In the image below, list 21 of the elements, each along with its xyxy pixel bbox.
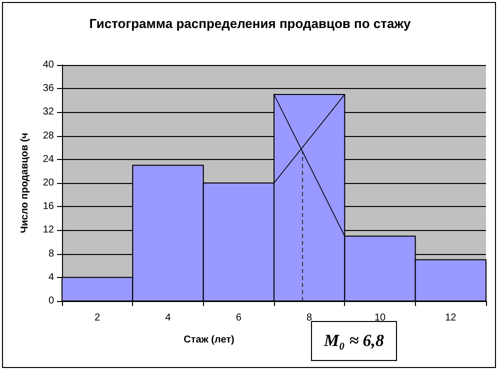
y-tick-label: 40 [42,60,54,70]
x-tick-label: 8 [306,312,313,324]
y-tick-label: 28 [42,130,54,142]
x-axis-title: Стаж (лет) [184,334,234,346]
y-tick-label: 32 [42,106,54,118]
x-tick-label: 2 [94,312,101,324]
y-tick-label: 16 [42,201,54,212]
x-tick-label: 12 [445,312,457,324]
y-tick-label: 24 [42,154,54,165]
text: M₀ ≈ 6,8 [324,331,384,350]
x-tick-label: 6 [236,312,242,324]
chart-title: Гистограмма распределения продавцов по стажу [89,16,412,31]
x-tick-label: 10 [374,312,386,324]
y-tick-label: 4 [48,272,54,283]
y-tick-label: 36 [42,83,54,94]
y-axis-title: Число продавцов (ч [20,132,30,234]
y-tick-label: 20 [42,178,54,188]
y-tick-label: 8 [48,248,54,260]
x-tick-label: 4 [165,312,172,324]
y-tick-label: 12 [42,224,54,236]
y-tick-label: 0 [48,296,54,306]
